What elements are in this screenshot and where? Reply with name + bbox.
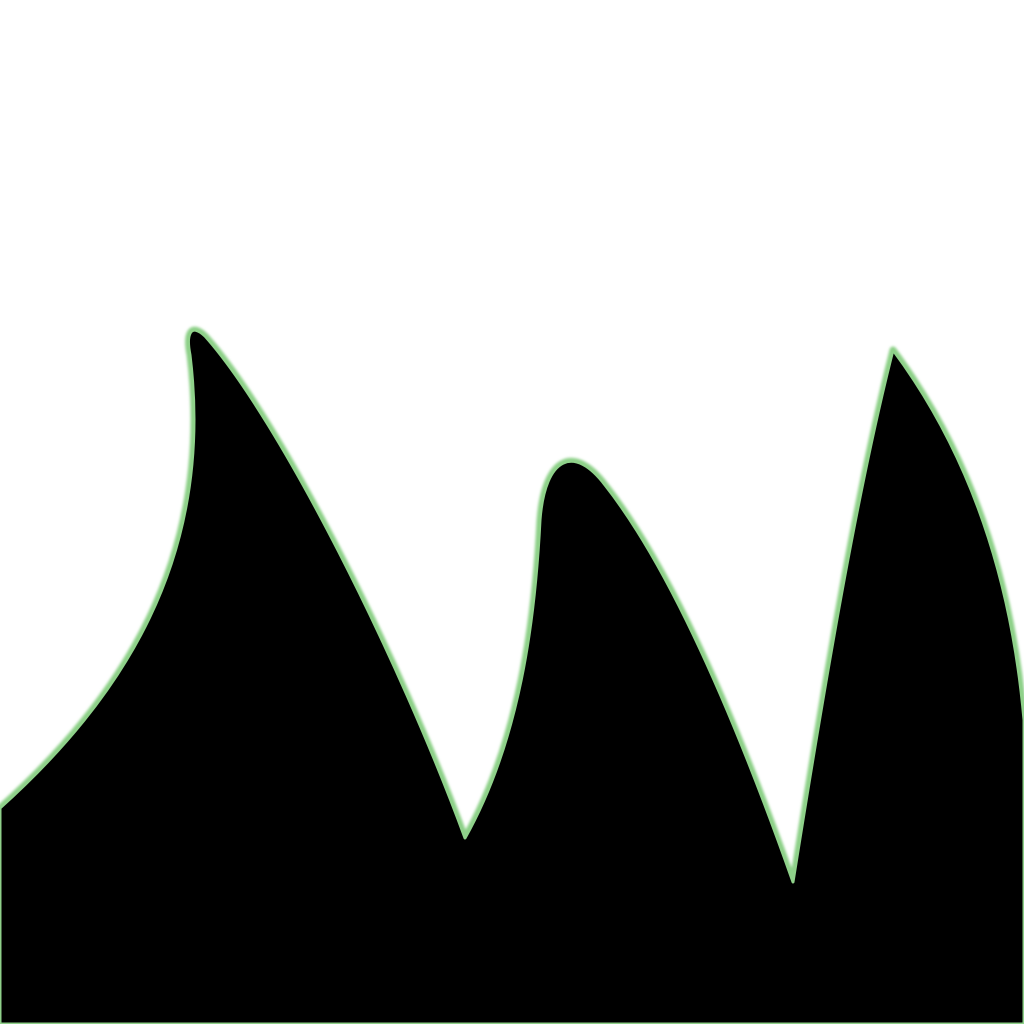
silhouette-shape [0, 328, 1024, 1024]
